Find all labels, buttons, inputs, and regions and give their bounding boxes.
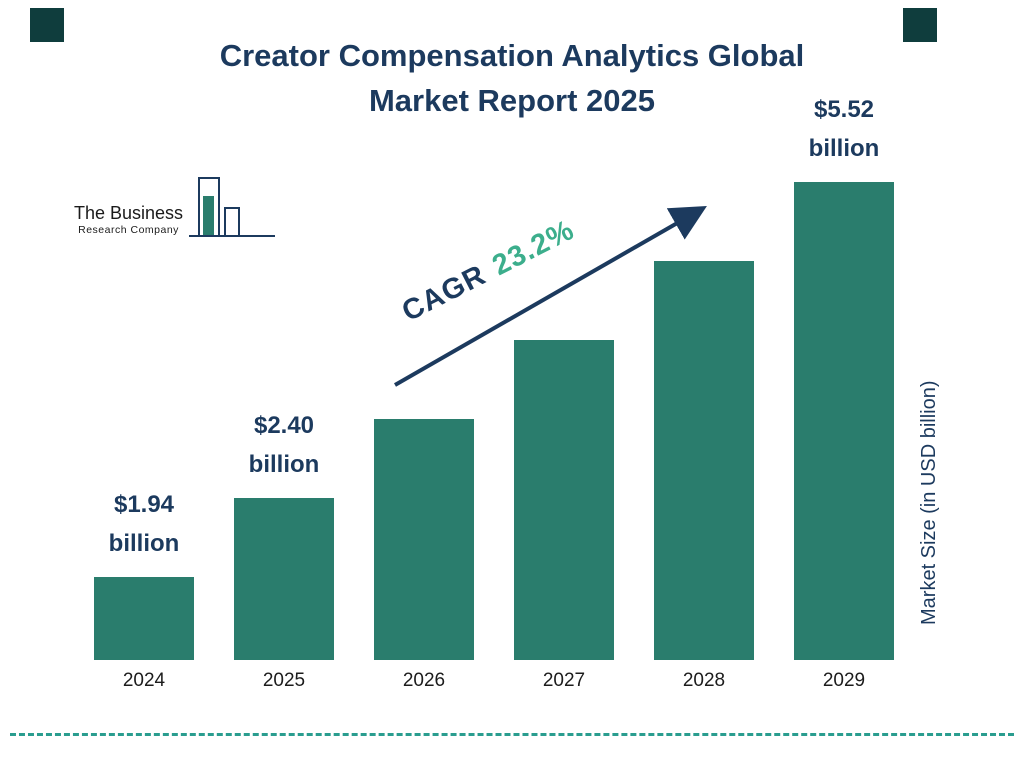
bar-2026 <box>374 419 474 660</box>
bar-column-2025: $2.40 billion 2025 <box>234 407 334 692</box>
x-axis-label-2028: 2028 <box>682 670 726 691</box>
page-title-line1: Creator Compensation Analytics Global <box>219 38 805 73</box>
corner-square-top-right <box>903 8 937 42</box>
bar-value-label-2025: $2.40 billion <box>248 412 320 478</box>
bar-column-2027: 2027 <box>514 340 614 692</box>
x-axis-label-2027: 2027 <box>542 670 586 691</box>
bottom-dashed-divider <box>10 733 1014 736</box>
corner-square-top-left <box>30 8 64 42</box>
x-axis-label-2029: 2029 <box>822 670 866 691</box>
bar-chart-logo-icon <box>189 177 276 237</box>
company-subtitle: Research Company <box>78 224 179 236</box>
bar-2029 <box>794 182 894 660</box>
bar-2028 <box>654 261 754 660</box>
company-logo: The Business Research Company <box>74 172 279 242</box>
bar-value-label-2029: $5.52 billion <box>808 96 880 162</box>
x-axis-label-2026: 2026 <box>402 670 446 691</box>
bar-column-2029: $5.52 billion 2029 <box>794 91 894 692</box>
bar-column-2024: $1.94 billion 2024 <box>94 486 194 692</box>
bar-2025 <box>234 498 334 660</box>
company-name: The Business <box>74 203 184 223</box>
bar-2027 <box>514 340 614 660</box>
company-logo-text: The Business Research Company <box>74 203 183 242</box>
bar-2024 <box>94 577 194 660</box>
bar-value-label-2024: $1.94 billion <box>108 491 180 557</box>
cagr-trend-arrow <box>394 206 707 387</box>
x-axis-label-2025: 2025 <box>262 670 306 691</box>
page-title: Creator Compensation Analytics Global Ma… <box>0 34 1024 124</box>
bar-chart: $1.94 billion 2024 $2.40 billion 2025 2026 2027… <box>94 91 894 692</box>
page-title-line2: Market Report 2025 <box>368 82 655 118</box>
bar-column-2028: 2028 <box>654 261 754 692</box>
bar-column-2026: 2026 <box>374 419 474 692</box>
y-axis-title: Market Size (in USD billion) <box>918 380 940 626</box>
x-axis-label-2024: 2024 <box>122 670 166 691</box>
